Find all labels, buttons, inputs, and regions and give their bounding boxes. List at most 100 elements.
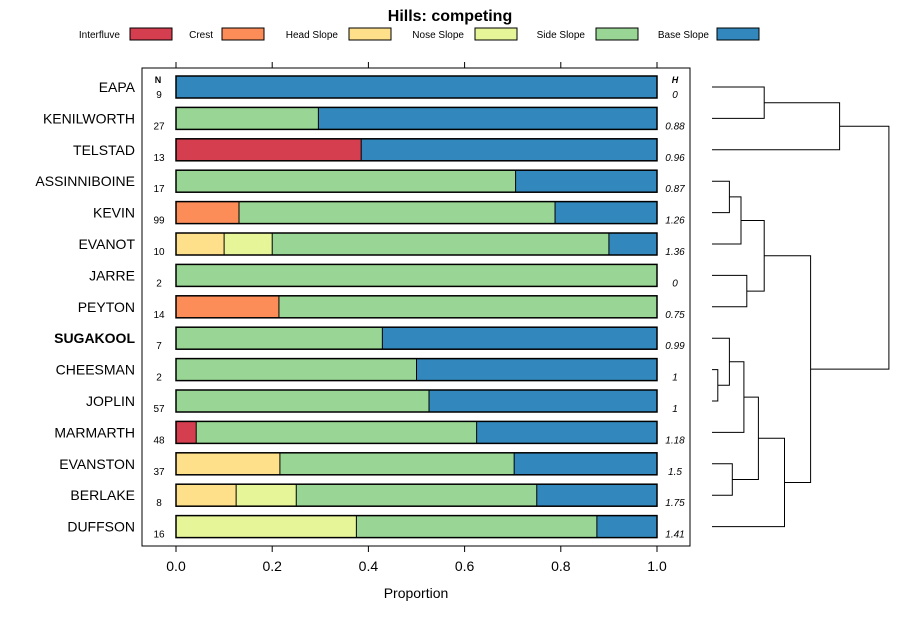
bar-outline bbox=[175, 263, 658, 288]
bar-row-telstad bbox=[175, 138, 658, 162]
bar-segment-side-slope bbox=[176, 358, 417, 381]
bar-row-joplin bbox=[175, 389, 658, 413]
bar-outline bbox=[175, 420, 658, 445]
bar-outline bbox=[175, 295, 658, 319]
h-value-jarre: 0 bbox=[672, 278, 678, 289]
row-label-duffson: DUFFSON bbox=[67, 519, 135, 535]
n-value-peyton: 14 bbox=[153, 310, 165, 321]
bar-segment-head-slope bbox=[176, 484, 237, 507]
bar-segment-crest bbox=[176, 295, 279, 318]
bar-segment-side-slope bbox=[279, 452, 515, 475]
bar-outline bbox=[175, 106, 658, 131]
bar-segment-crest bbox=[176, 201, 240, 224]
bar-outline bbox=[175, 514, 658, 539]
h-value-eapa: 0 bbox=[672, 90, 678, 101]
bar-segment-base-slope bbox=[555, 201, 657, 224]
row-label-kevin: KEVIN bbox=[93, 205, 135, 221]
legend-swatch-side-slope bbox=[595, 27, 639, 41]
bar-segment-side-slope bbox=[176, 107, 319, 130]
bar-outline bbox=[175, 138, 658, 162]
bar-row-evanot bbox=[175, 232, 658, 256]
n-value-cheesman: 2 bbox=[156, 373, 162, 384]
bar-segment-base-slope bbox=[608, 233, 657, 255]
n-value-evanston: 37 bbox=[153, 467, 165, 478]
bar-row-peyton bbox=[175, 295, 658, 319]
x-tick-label: 0.0 bbox=[166, 558, 186, 574]
legend-swatch-interfluve bbox=[129, 27, 173, 41]
dendrogram-link bbox=[712, 86, 765, 119]
bar-row-cheesman bbox=[175, 357, 658, 382]
dendrogram-link bbox=[712, 369, 719, 402]
n-value-assinniboine: 17 bbox=[153, 184, 165, 195]
h-value-sugakool: 0.99 bbox=[665, 341, 685, 352]
bar-segment-interfluve bbox=[176, 421, 197, 444]
bar-outline bbox=[175, 200, 658, 225]
dendrogram-link bbox=[741, 219, 765, 292]
bar-segment-side-slope bbox=[176, 264, 657, 287]
n-value-kenilworth: 27 bbox=[153, 121, 165, 132]
bar-row-duffson bbox=[175, 514, 658, 539]
plot-frame bbox=[141, 67, 691, 547]
bar-outline bbox=[175, 389, 658, 413]
row-label-berlake: BERLAKE bbox=[70, 487, 135, 503]
bar-row-jarre bbox=[175, 263, 658, 288]
bar-segment-side-slope bbox=[196, 421, 477, 444]
legend-swatch-base-slope bbox=[716, 27, 760, 41]
dendrogram-link bbox=[712, 337, 730, 386]
legend-label-interfluve: Interfluve bbox=[79, 30, 121, 41]
row-label-kenilworth: KENILWORTH bbox=[43, 110, 135, 126]
row-label-evanston: EVANSTON bbox=[59, 456, 135, 472]
n-value-joplin: 57 bbox=[153, 404, 165, 415]
n-value-evanot: 10 bbox=[153, 247, 165, 258]
dendrogram-link bbox=[712, 102, 841, 151]
legend-label-head-slope: Head Slope bbox=[286, 30, 339, 41]
dendrogram-link bbox=[712, 180, 730, 214]
bar-row-assinniboine bbox=[175, 169, 658, 193]
bar-segment-side-slope bbox=[176, 170, 516, 193]
h-value-kenilworth: 0.88 bbox=[665, 121, 685, 132]
bar-segment-base-slope bbox=[429, 390, 657, 412]
bar-segment-side-slope bbox=[176, 390, 430, 412]
bars-layer bbox=[175, 75, 658, 539]
row-label-cheesman: CHEESMAN bbox=[56, 362, 135, 378]
h-value-assinniboine: 0.87 bbox=[665, 184, 685, 195]
bar-segment-nose-slope bbox=[176, 515, 357, 538]
bar-segment-side-slope bbox=[356, 515, 597, 538]
dendrogram-link bbox=[712, 274, 748, 308]
h-value-evanston: 1.5 bbox=[668, 467, 682, 478]
bar-segment-base-slope bbox=[515, 170, 657, 193]
x-axis: 0.0 0.2 0.4 0.6 0.8 1.0 bbox=[166, 62, 667, 574]
dendrogram bbox=[712, 86, 890, 528]
row-label-eapa: EAPA bbox=[99, 79, 136, 95]
bar-outline bbox=[175, 483, 658, 507]
legend-label-base-slope: Base Slope bbox=[658, 30, 710, 41]
dendrogram-link bbox=[810, 125, 890, 370]
n-value-marmarth: 48 bbox=[153, 435, 165, 446]
bar-segment-nose-slope bbox=[236, 484, 297, 507]
bar-segment-base-slope bbox=[536, 484, 657, 507]
bar-row-eapa bbox=[175, 75, 658, 99]
h-value-joplin: 1 bbox=[672, 404, 678, 415]
legend-swatch-crest bbox=[221, 27, 265, 41]
h-column-header: H bbox=[672, 75, 679, 85]
bar-segment-base-slope bbox=[514, 452, 657, 475]
n-value-berlake: 8 bbox=[156, 498, 162, 509]
bar-outline bbox=[175, 232, 658, 256]
x-tick-label: 0.4 bbox=[359, 558, 379, 574]
dendrogram-link bbox=[732, 396, 759, 480]
h-value-duffson: 1.41 bbox=[665, 530, 684, 541]
dendrogram-link bbox=[764, 255, 812, 483]
legend: Interfluve Crest Head Slope Nose Slope Side … bbox=[79, 27, 760, 41]
bar-segment-base-slope bbox=[318, 107, 657, 130]
h-value-telstad: 0.96 bbox=[665, 153, 685, 164]
n-value-jarre: 2 bbox=[156, 278, 162, 289]
bar-segment-base-slope bbox=[382, 327, 657, 350]
x-tick-label: 0.2 bbox=[262, 558, 282, 574]
row-label-jarre: JARRE bbox=[89, 267, 135, 283]
bar-segment-base-slope bbox=[176, 76, 657, 98]
bar-segment-base-slope bbox=[596, 515, 657, 538]
bar-outline bbox=[175, 75, 658, 99]
bar-segment-side-slope bbox=[296, 484, 537, 507]
dendrogram-link bbox=[712, 361, 745, 433]
